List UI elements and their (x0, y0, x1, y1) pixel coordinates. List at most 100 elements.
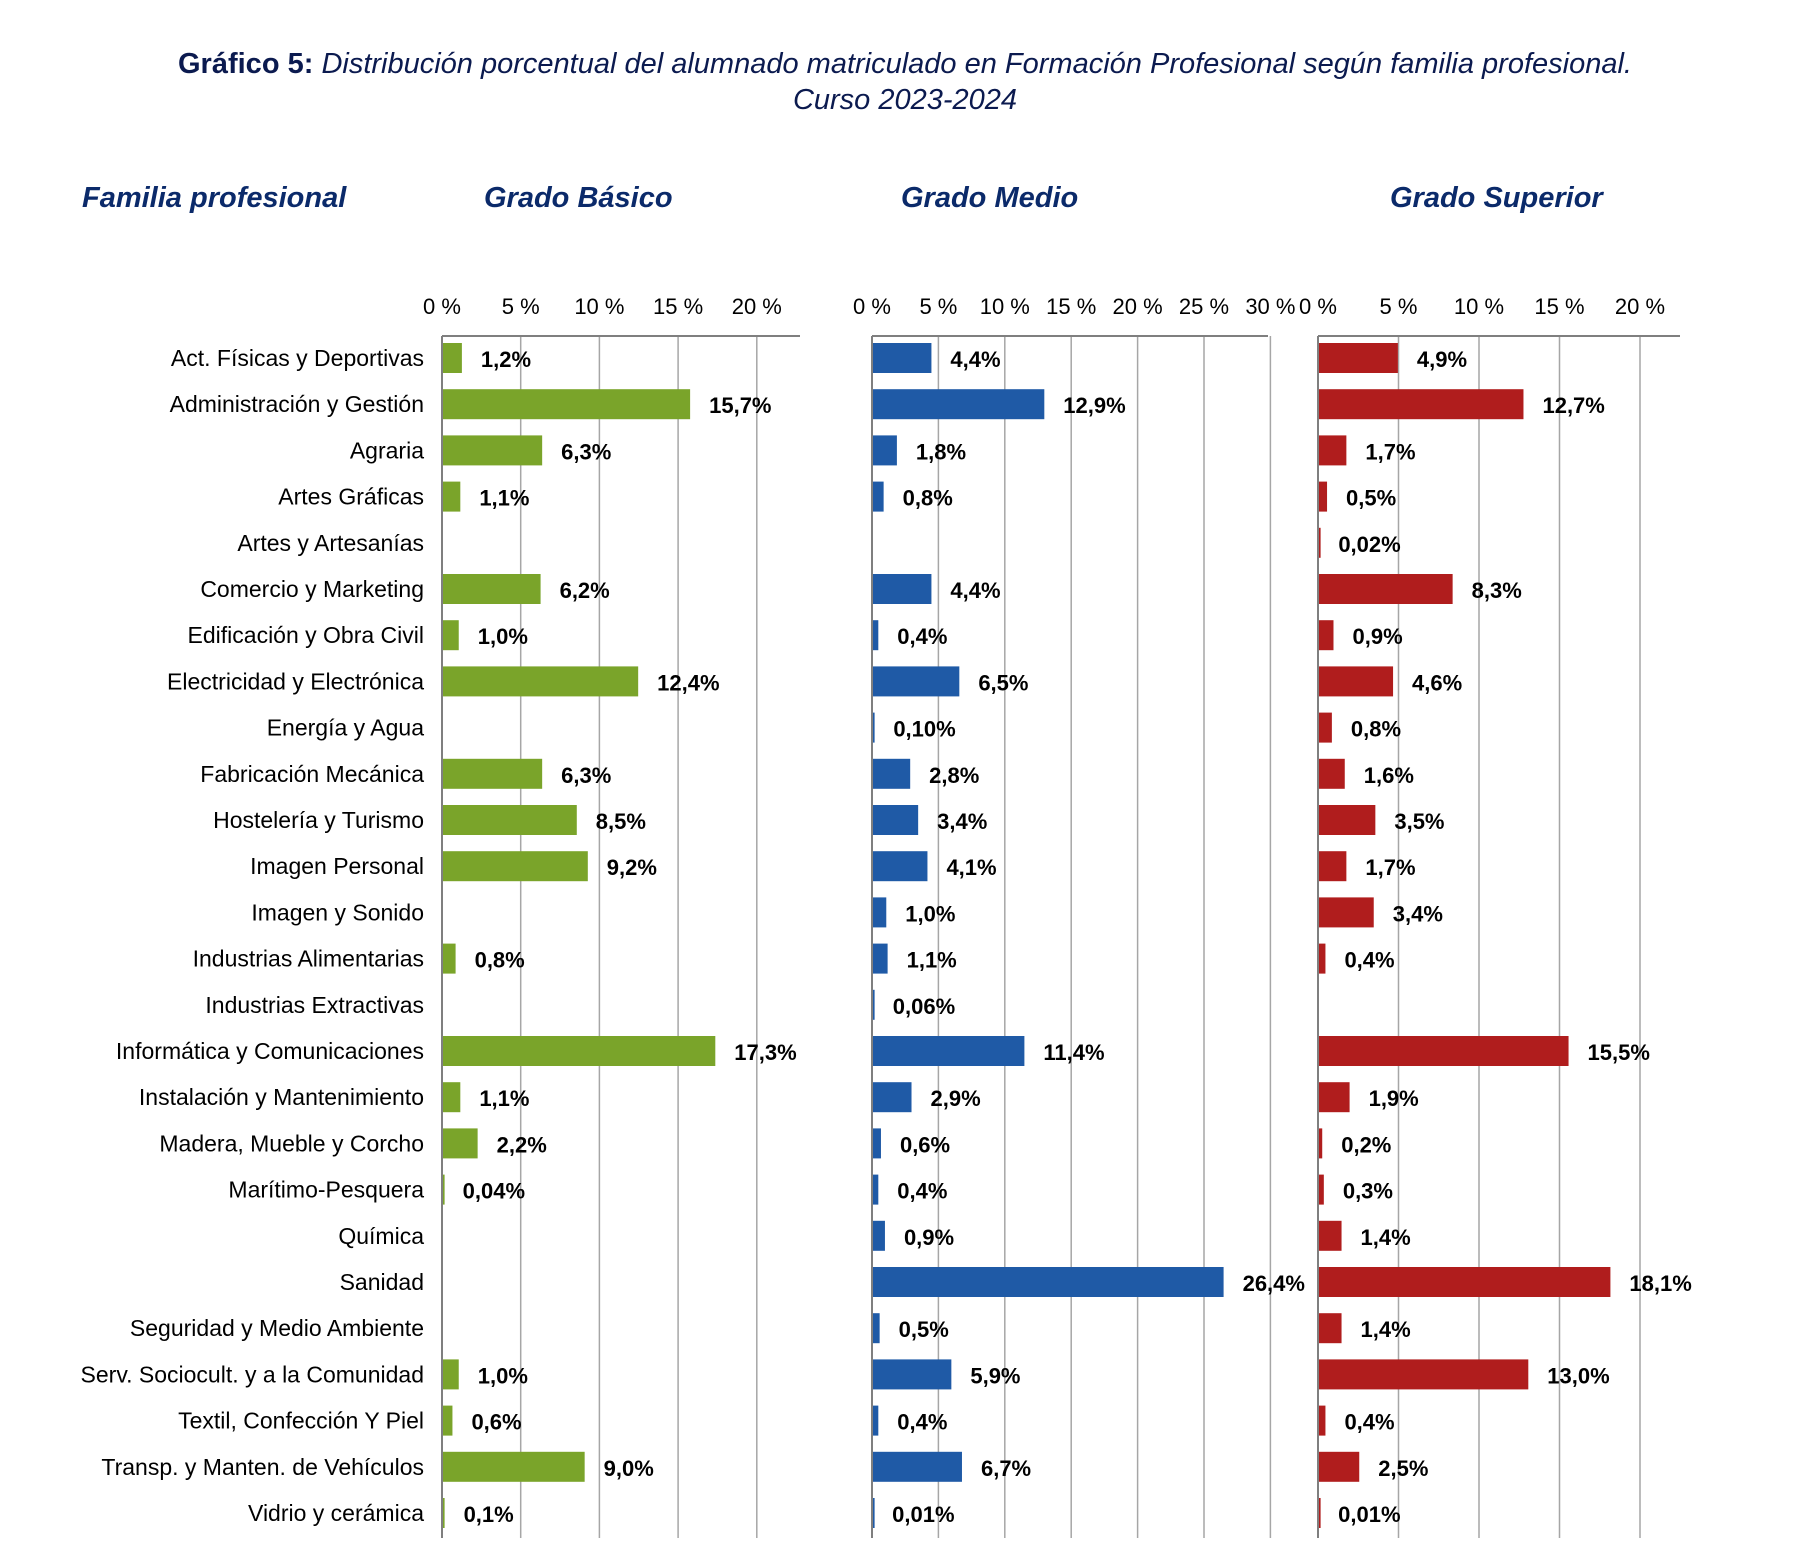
medio-bar (873, 666, 960, 697)
medio-value-label: 0,4% (897, 1179, 947, 1204)
superior-value-label: 13,0% (1547, 1363, 1609, 1388)
superior-bar (1319, 712, 1332, 743)
medio-bar (873, 1267, 1224, 1297)
basico-bar (443, 1359, 459, 1390)
superior-tick-label: 10 % (1454, 294, 1504, 319)
basico-bar (443, 1451, 585, 1482)
medio-tick-label: 15 % (1046, 294, 1096, 319)
medio-bar (873, 620, 879, 651)
basico-value-label: 9,2% (607, 855, 657, 880)
superior-value-label: 3,5% (1394, 809, 1444, 834)
medio-value-label: 2,8% (929, 763, 979, 788)
medio-bar (873, 1174, 879, 1205)
superior-value-label: 18,1% (1629, 1271, 1691, 1296)
medio-tick-label: 10 % (980, 294, 1030, 319)
medio-tick-label: 25 % (1179, 294, 1229, 319)
medio-bar (873, 989, 875, 1020)
medio-tick-label: 0 % (853, 294, 891, 319)
medio-bar (873, 851, 928, 882)
basico-tick-label: 15 % (653, 294, 703, 319)
category-label: Hostelería y Turismo (213, 807, 424, 833)
superior-value-label: 0,3% (1343, 1179, 1393, 1204)
superior-bar (1319, 574, 1453, 604)
superior-bar (1319, 1220, 1342, 1251)
superior-bar (1319, 1267, 1611, 1297)
medio-bar (873, 1451, 962, 1482)
basico-bar (443, 1082, 461, 1113)
superior-value-label: 0,2% (1341, 1132, 1391, 1157)
basico-value-label: 17,3% (734, 1040, 796, 1065)
medio-value-label: 0,06% (893, 994, 955, 1019)
category-label: Artes y Artesanías (237, 530, 424, 556)
category-label: Transp. y Manten. de Vehículos (101, 1454, 424, 1480)
medio-value-label: 6,7% (981, 1456, 1031, 1481)
header-familia: Familia profesional (82, 182, 347, 214)
medio-bar (873, 1082, 912, 1113)
superior-value-label: 15,5% (1588, 1040, 1650, 1065)
medio-bar (873, 435, 897, 466)
category-label: Química (338, 1223, 424, 1249)
category-label: Vidrio y cerámica (248, 1500, 424, 1526)
basico-bar (443, 435, 543, 466)
basico-value-label: 6,3% (561, 763, 611, 788)
category-label: Serv. Sociocult. y a la Comunidad (81, 1361, 424, 1387)
medio-bar (873, 1498, 875, 1528)
basico-bar (443, 1036, 716, 1066)
medio-bar (873, 389, 1045, 420)
basico-value-label: 0,6% (471, 1410, 521, 1435)
superior-bar (1319, 1498, 1321, 1528)
category-label: Industrias Alimentarias (193, 946, 424, 972)
superior-bar (1319, 481, 1328, 512)
superior-bar (1319, 758, 1345, 789)
category-label: Marítimo-Pesquera (228, 1177, 424, 1203)
category-label: Energía y Agua (267, 715, 424, 741)
medio-value-label: 2,9% (931, 1086, 981, 1111)
superior-value-label: 4,9% (1417, 347, 1467, 372)
medio-bar (873, 481, 884, 512)
medio-value-label: 6,5% (978, 670, 1028, 695)
medio-value-label: 12,9% (1063, 393, 1125, 418)
medio-bar (873, 805, 919, 835)
superior-bar (1319, 1359, 1529, 1390)
superior-bar (1319, 620, 1334, 651)
medio-tick-label: 30 % (1245, 294, 1295, 319)
category-label: Act. Físicas y Deportivas (171, 345, 424, 371)
medio-bar (873, 574, 932, 604)
superior-bar (1319, 527, 1321, 558)
basico-value-label: 1,1% (479, 1086, 529, 1111)
medio-bar (873, 943, 888, 974)
basico-bar (443, 1498, 445, 1528)
basico-value-label: 1,1% (479, 486, 529, 511)
medio-bar (873, 1036, 1025, 1066)
medio-value-label: 0,8% (903, 486, 953, 511)
basico-value-label: 9,0% (604, 1456, 654, 1481)
basico-value-label: 2,2% (497, 1132, 547, 1157)
basico-bar (443, 1405, 453, 1436)
title-line-1: Gráfico 5: Distribución porcentual del a… (0, 46, 1810, 82)
basico-value-label: 0,8% (475, 948, 525, 973)
title-text: Distribución porcentual del alumnado mat… (321, 48, 1632, 80)
superior-bar (1319, 805, 1376, 835)
medio-value-label: 0,01% (892, 1502, 954, 1527)
category-label: Industrias Extractivas (205, 992, 424, 1018)
category-label: Textil, Confección Y Piel (178, 1408, 424, 1434)
basico-value-label: 0,1% (464, 1502, 514, 1527)
medio-bar (873, 1405, 879, 1436)
medio-value-label: 0,10% (893, 717, 955, 742)
basico-tick-label: 0 % (423, 294, 461, 319)
category-label: Instalación y Mantenimiento (139, 1084, 424, 1110)
superior-bar (1319, 1128, 1323, 1159)
basico-tick-label: 5 % (502, 294, 540, 319)
title-lead: Gráfico 5: (178, 48, 314, 80)
basico-bar (443, 389, 691, 420)
category-label: Administración y Gestión (170, 391, 424, 417)
superior-value-label: 8,3% (1472, 578, 1522, 603)
medio-tick-label: 20 % (1113, 294, 1163, 319)
basico-bar (443, 343, 462, 373)
category-label: Imagen y Sonido (251, 899, 424, 925)
superior-value-label: 12,7% (1542, 393, 1604, 418)
medio-value-label: 1,1% (907, 948, 957, 973)
medio-value-label: 0,9% (904, 1225, 954, 1250)
category-label: Comercio y Marketing (200, 576, 424, 602)
